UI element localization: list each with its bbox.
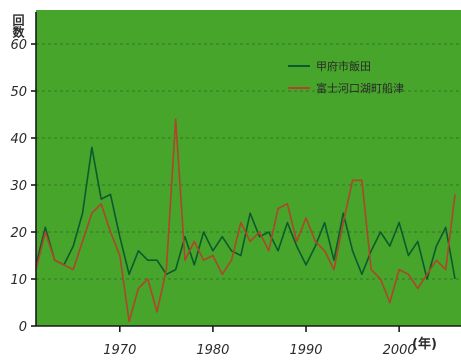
x-tick-label: 2000: [383, 343, 416, 358]
y-tick-label: 10: [10, 273, 27, 288]
y-tick-label: 40: [10, 132, 27, 147]
tick-labels: 0 10 20 30 40 50 60 1970 1980 1990 2000: [10, 38, 415, 358]
y-axis-title: 回数: [11, 14, 25, 39]
series-line-2: [35, 118, 456, 323]
series-line-1: [35, 146, 456, 280]
legend-label-2: 富士河口湖町船津: [316, 81, 404, 95]
y-tick-label: 0: [19, 320, 27, 335]
y-tick-label: 30: [10, 179, 27, 194]
y-tick-label: 20: [10, 226, 27, 241]
x-tick-label: 1970: [103, 343, 136, 358]
y-tick-label: 60: [10, 38, 27, 53]
legend-label-1: 甲府市飯田: [316, 59, 371, 73]
series-layer: [35, 118, 456, 323]
x-tick-label: 1980: [196, 343, 229, 358]
x-axis-title: (年): [412, 336, 437, 352]
axes: [35, 12, 461, 327]
grid-lines: [36, 43, 461, 280]
y-tick-label: 50: [10, 85, 27, 100]
plot-background: [36, 10, 461, 326]
x-tick-label: 1990: [289, 343, 322, 358]
